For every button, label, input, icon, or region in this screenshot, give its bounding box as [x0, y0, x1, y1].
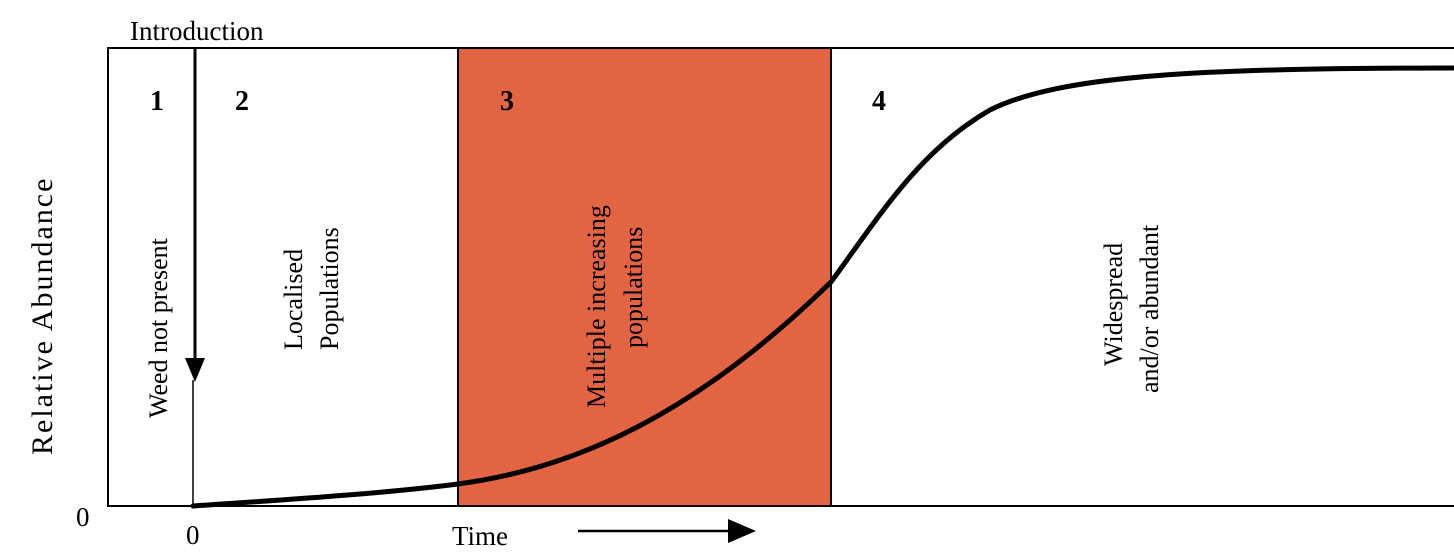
phase-2-number: 2 [235, 86, 249, 117]
x-origin-label: 0 [186, 520, 200, 550]
phase-4-number: 4 [872, 86, 886, 117]
y-axis-label: Relative Abundance [26, 177, 59, 455]
phase-2-label-line-1: Localised [279, 249, 308, 350]
phase-3-label-line-1: Multiple increasing [582, 205, 611, 408]
phase-4-label-line-1: Widespread [1099, 243, 1128, 366]
growth-curve [190, 65, 1454, 509]
phase-4-label-line-2: and/or abundant [1135, 224, 1164, 393]
plot-frame [107, 47, 1454, 507]
phase-1-number: 1 [150, 86, 164, 117]
introduction-arrowhead [185, 358, 205, 382]
phase-1-label: Weed not present [144, 237, 173, 418]
time-arrowhead [728, 519, 756, 543]
x-axis-label: Time [452, 521, 508, 551]
phase-3-number: 3 [500, 86, 514, 117]
introduction-label: Introduction [130, 16, 264, 46]
y-origin-label: 0 [76, 502, 90, 532]
phase-3-label-line-2: populations [619, 227, 648, 348]
phase-3-highlight [458, 48, 831, 506]
phase-2-label-line-2: Populations [315, 227, 344, 350]
